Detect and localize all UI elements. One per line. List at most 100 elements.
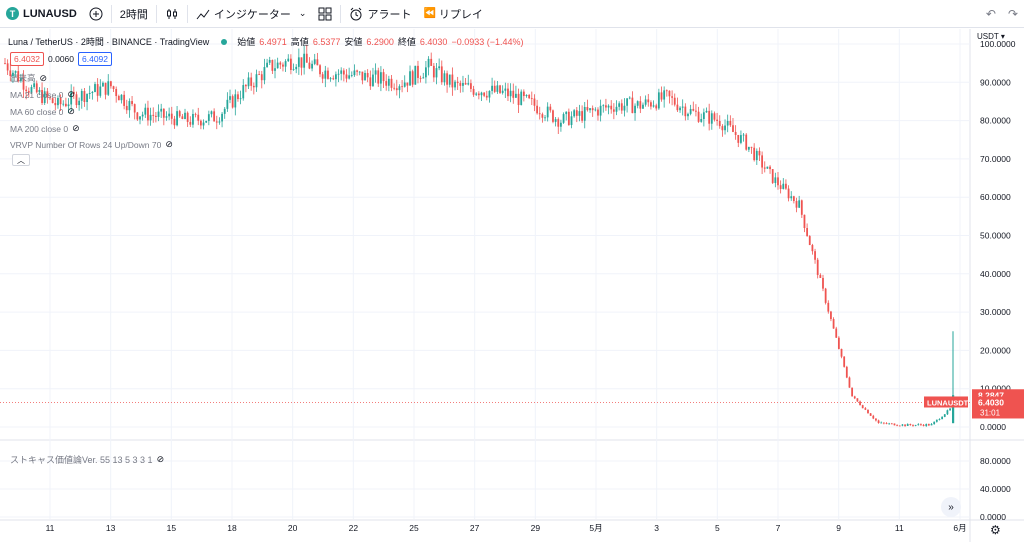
change-value: −0.0933 (−1.44%) <box>451 36 524 47</box>
candle-body <box>202 122 205 126</box>
candle-body <box>451 74 454 88</box>
candle-body <box>501 90 504 93</box>
candle-body <box>938 419 941 420</box>
chart-area[interactable]: 100.0000 90.0000 80.0000 70.0000 60.0000 50.0… <box>0 29 1024 542</box>
candle-body <box>554 119 557 122</box>
candle-body <box>419 77 422 79</box>
candle-body <box>927 424 930 426</box>
indicator-ma60[interactable]: MA 60 close 0 ⊘ <box>10 106 75 117</box>
candle-body <box>763 167 766 169</box>
sell-price-button[interactable]: 6.4032 <box>10 52 44 66</box>
candle-body <box>673 97 676 105</box>
candle-body <box>51 98 54 104</box>
candle-body <box>128 101 131 111</box>
candle-body <box>104 82 107 95</box>
candle-body <box>25 89 28 92</box>
candle-body <box>914 424 917 426</box>
candle-body <box>316 59 319 66</box>
candle-body <box>628 97 631 99</box>
candle-body <box>165 116 168 118</box>
time-tick-label: 22 <box>349 523 359 533</box>
buy-price-button[interactable]: 6.4092 <box>78 52 112 66</box>
candle-body <box>848 377 851 388</box>
candle-body <box>472 88 475 95</box>
candle-body <box>888 423 891 425</box>
candle-body <box>477 93 480 96</box>
indicator-ma200[interactable]: MA 200 close 0 ⊘ <box>10 123 80 134</box>
indicator-volume[interactable]: 出来高 ⊘ <box>10 72 47 84</box>
scroll-to-realtime-button[interactable]: » <box>941 497 961 517</box>
chart-type-button[interactable] <box>159 0 185 28</box>
candle-body <box>538 113 541 115</box>
candle-body <box>62 103 65 105</box>
candle-body <box>920 424 922 426</box>
chart-canvas[interactable]: 100.000090.000080.000070.000060.000050.0… <box>0 29 1024 542</box>
candle-body <box>91 92 94 93</box>
price-tick-label: 20.0000 <box>980 345 1011 355</box>
add-symbol-button[interactable] <box>83 0 109 28</box>
candle-body <box>438 66 441 69</box>
candle-body <box>851 387 854 397</box>
candle-body <box>814 251 816 260</box>
alert-button[interactable]: アラート <box>343 0 417 28</box>
candle-body <box>425 67 427 78</box>
eye-hidden-icon[interactable]: ⊘ <box>72 123 80 133</box>
collapse-legend-button[interactable]: ︿ <box>12 154 30 166</box>
candle-body <box>459 83 462 86</box>
undo-button[interactable]: ↶ <box>980 0 1002 28</box>
indicators-button[interactable]: インジケーター ⌄ <box>190 0 313 28</box>
candle-body <box>43 91 46 104</box>
candle-body <box>374 70 377 75</box>
candle-body <box>184 112 186 120</box>
interval-button[interactable]: 2時間 <box>114 0 154 28</box>
candle-body <box>806 228 809 237</box>
candle-body <box>255 74 258 88</box>
candle-body <box>33 83 36 88</box>
candle-body <box>557 119 560 127</box>
candle-body <box>279 62 282 65</box>
toolbar-divider <box>186 4 188 23</box>
candle-body <box>345 74 348 79</box>
candle-body <box>67 104 70 107</box>
eye-hidden-icon[interactable]: ⊘ <box>39 72 48 83</box>
candle-body <box>221 113 223 122</box>
candle-body <box>782 183 785 189</box>
candle-body <box>832 319 835 329</box>
candle-body <box>133 104 136 113</box>
gear-icon[interactable]: ⚙ <box>990 523 1001 537</box>
candle-body <box>541 114 544 118</box>
symbol-search[interactable]: T LUNAUSD <box>0 0 83 28</box>
high-label: 高値 <box>290 37 309 47</box>
eye-hidden-icon[interactable]: ⊘ <box>156 454 165 464</box>
bid-ask-boxes: 6.4032 0.0060 6.4092 <box>10 52 112 66</box>
indicators-label: インジケーター <box>213 8 291 21</box>
eye-hidden-icon[interactable]: ⊘ <box>165 139 173 149</box>
candle-body <box>530 98 533 99</box>
candle-body <box>552 110 554 122</box>
indicator-ma21[interactable]: MA 21 close 0 ⊘ <box>10 89 75 100</box>
eye-hidden-icon[interactable]: ⊘ <box>67 89 75 99</box>
candle-body <box>811 245 814 252</box>
candle-body <box>470 83 472 89</box>
price-tick-label: 70.0000 <box>980 154 1011 164</box>
currency-selector[interactable]: USDT ▾ <box>977 32 1005 41</box>
candle-body <box>409 71 411 86</box>
time-tick-label: 29 <box>531 523 541 533</box>
candle-body <box>329 78 332 80</box>
candle-body <box>774 177 777 183</box>
candle-body <box>684 106 687 117</box>
candle-body <box>422 77 425 79</box>
replay-button[interactable]: ⏪ リプレイ <box>417 0 488 28</box>
redo-button[interactable]: ↷ <box>1002 0 1024 28</box>
candle-body <box>197 114 200 121</box>
candle-body <box>660 92 663 100</box>
candle-body <box>41 90 43 104</box>
candle-body <box>258 74 261 76</box>
indicator-vrvp[interactable]: VRVP Number Of Rows 24 Up/Down 70 ⊘ <box>10 139 173 150</box>
candle-body <box>877 420 880 423</box>
eye-hidden-icon[interactable]: ⊘ <box>67 106 75 116</box>
price-tick-label: 50.0000 <box>980 231 1011 241</box>
candle-body <box>350 75 353 76</box>
layouts-button[interactable] <box>312 0 338 28</box>
candle-body <box>242 85 245 99</box>
